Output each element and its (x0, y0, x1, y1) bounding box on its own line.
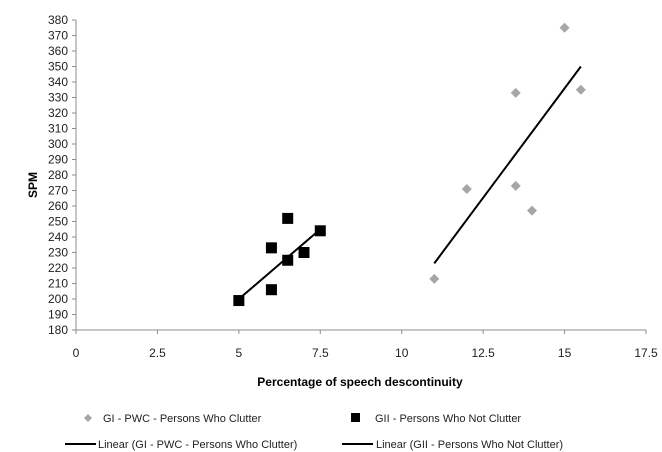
y-tick-label: 340 (48, 75, 68, 89)
point-series-1 (510, 87, 521, 98)
y-tick-label: 290 (48, 153, 68, 167)
y-tick-label: 210 (48, 277, 68, 291)
point-series-2 (282, 212, 294, 224)
point-series-1 (559, 22, 570, 33)
y-tick-label: 380 (48, 13, 68, 27)
legend-label-trend-1: Linear (GI - PWC - Persons Who Clutter) (98, 439, 297, 451)
legend-item-series-2: GII - Persons Who Not Clutter (351, 413, 521, 425)
legend: GI - PWC - Persons Who Clutter GII - Per… (65, 413, 563, 451)
y-tick-label: 330 (48, 91, 68, 105)
y-tick-label: 240 (48, 230, 68, 244)
x-tick-label: 5 (236, 346, 243, 360)
data-points (233, 22, 586, 307)
legend-label-series-1: GI - PWC - Persons Who Clutter (103, 413, 262, 425)
point-series-1 (575, 84, 586, 95)
y-tick-label: 350 (48, 60, 68, 74)
point-series-2 (265, 284, 277, 296)
y-tick-label: 220 (48, 261, 68, 275)
point-series-2 (314, 225, 326, 237)
point-series-1 (510, 180, 521, 191)
x-tick-label: 2.5 (149, 346, 166, 360)
trendline-2 (238, 228, 321, 300)
y-tick-label: 270 (48, 184, 68, 198)
y-tick-label: 230 (48, 246, 68, 260)
point-series-1 (429, 273, 440, 284)
legend-item-series-1: GI - PWC - Persons Who Clutter (84, 413, 262, 425)
y-axis-ticks: 1801902002102202302402502602702802903003… (48, 13, 76, 337)
y-tick-label: 320 (48, 106, 68, 120)
x-axis-ticks: 0 2.5 5 7.5 10 12.5 15 17.5 (73, 330, 658, 360)
y-tick-label: 190 (48, 308, 68, 322)
trendlines (238, 65, 582, 300)
point-series-2 (233, 295, 245, 307)
legend-square-marker (351, 413, 360, 422)
x-tick-label: 15 (558, 346, 572, 360)
y-tick-label: 360 (48, 44, 68, 58)
y-tick-label: 180 (48, 323, 68, 337)
y-tick-label: 370 (48, 29, 68, 43)
x-axis-title: Percentage of speech descontinuity (257, 375, 463, 389)
y-tick-label: 280 (48, 168, 68, 182)
plot-area (75, 20, 646, 331)
point-series-2 (265, 242, 277, 254)
point-series-2 (298, 247, 310, 258)
y-axis-title: SPM (26, 172, 40, 198)
x-tick-label: 0 (73, 346, 80, 360)
x-tick-label: 12.5 (471, 346, 495, 360)
point-series-2 (282, 254, 294, 266)
point-series-1 (527, 205, 537, 216)
legend-diamond-marker (84, 414, 92, 422)
legend-label-series-2: GII - Persons Who Not Clutter (375, 413, 521, 425)
legend-item-trend-2: Linear (GII - Persons Who Not Clutter) (342, 439, 563, 451)
legend-item-trend-1: Linear (GI - PWC - Persons Who Clutter) (65, 439, 297, 451)
y-tick-label: 300 (48, 137, 68, 151)
y-tick-label: 310 (48, 122, 68, 136)
x-tick-label: 17.5 (634, 346, 658, 360)
y-tick-label: 200 (48, 292, 68, 306)
trendline-1 (433, 65, 582, 264)
point-series-1 (461, 183, 472, 194)
y-tick-label: 250 (48, 215, 68, 229)
y-tick-label: 260 (48, 199, 68, 213)
legend-label-trend-2: Linear (GII - Persons Who Not Clutter) (376, 439, 563, 451)
x-tick-label: 10 (395, 346, 409, 360)
x-tick-label: 7.5 (312, 346, 329, 360)
